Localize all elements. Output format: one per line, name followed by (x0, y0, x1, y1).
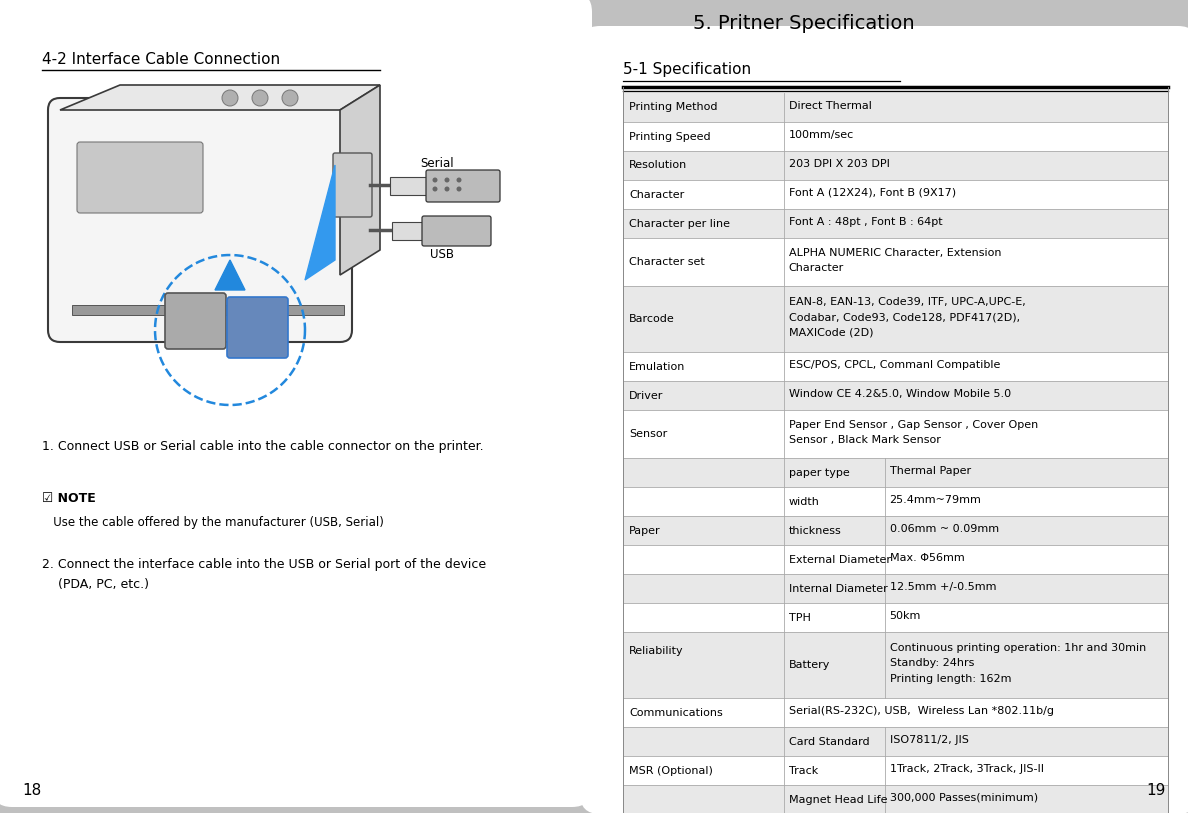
Text: EAN-8, EAN-13, Code39, ITF, UPC-A,UPC-E,: EAN-8, EAN-13, Code39, ITF, UPC-A,UPC-E, (789, 297, 1025, 307)
Text: Window CE 4.2&5.0, Window Mobile 5.0: Window CE 4.2&5.0, Window Mobile 5.0 (789, 389, 1011, 398)
Text: 300,000 Passes(minimum): 300,000 Passes(minimum) (890, 793, 1038, 802)
Text: Serial(RS-232C), USB,  Wireless Lan *802.11b/g: Serial(RS-232C), USB, Wireless Lan *802.… (789, 706, 1054, 715)
Text: 2. Connect the interface cable into the USB or Serial port of the device: 2. Connect the interface cable into the … (42, 558, 486, 571)
Text: Printing length: 162m: Printing length: 162m (890, 674, 1011, 684)
FancyBboxPatch shape (165, 293, 226, 349)
Text: Battery: Battery (789, 660, 830, 670)
Text: ALPHA NUMERIC Character, Extension: ALPHA NUMERIC Character, Extension (789, 247, 1001, 258)
Bar (390, 177, 428, 195)
Bar (623, 93, 1168, 122)
Circle shape (432, 177, 437, 182)
Bar (623, 381, 1168, 410)
Text: Codabar, Code93, Code128, PDF417(2D),: Codabar, Code93, Code128, PDF417(2D), (789, 312, 1020, 322)
Text: Magnet Head Life: Magnet Head Life (789, 794, 887, 805)
Text: Paper: Paper (628, 525, 661, 536)
Bar (72, 305, 345, 315)
Text: Emulation: Emulation (628, 362, 685, 372)
Text: Use the cable offered by the manufacturer (USB, Serial): Use the cable offered by the manufacture… (42, 516, 384, 529)
Bar (623, 727, 1168, 756)
Text: 1. Connect USB or Serial cable into the cable connector on the printer.: 1. Connect USB or Serial cable into the … (42, 440, 484, 453)
Text: Serial: Serial (421, 157, 454, 170)
Text: paper type: paper type (789, 467, 849, 477)
FancyBboxPatch shape (48, 98, 352, 342)
Text: Barcode: Barcode (628, 314, 675, 324)
Text: Font A : 48pt , Font B : 64pt: Font A : 48pt , Font B : 64pt (789, 217, 942, 227)
Text: 12.5mm +/-0.5mm: 12.5mm +/-0.5mm (890, 582, 996, 592)
Text: MSR (Optional): MSR (Optional) (628, 766, 713, 776)
FancyBboxPatch shape (227, 297, 287, 358)
Circle shape (222, 90, 238, 106)
Text: Printing Method: Printing Method (628, 102, 718, 112)
Text: Printing Speed: Printing Speed (628, 132, 710, 141)
Text: Card Standard: Card Standard (789, 737, 870, 746)
Text: 4-2 Interface Cable Connection: 4-2 Interface Cable Connection (42, 52, 280, 67)
Circle shape (444, 177, 449, 182)
Bar (392, 222, 424, 240)
Text: 5. Pritner Specification: 5. Pritner Specification (693, 14, 915, 33)
Text: Character per line: Character per line (628, 219, 729, 228)
Text: 203 DPI X 203 DPI: 203 DPI X 203 DPI (789, 159, 890, 169)
Circle shape (252, 90, 268, 106)
Circle shape (456, 186, 461, 192)
Text: Font A (12X24), Font B (9X17): Font A (12X24), Font B (9X17) (789, 188, 956, 198)
Text: ISO7811/2, JIS: ISO7811/2, JIS (890, 735, 968, 745)
Text: Max. Φ56mm: Max. Φ56mm (890, 553, 965, 563)
Bar (623, 785, 1168, 813)
Text: 1Track, 2Track, 3Track, JIS-II: 1Track, 2Track, 3Track, JIS-II (890, 763, 1043, 774)
Text: thickness: thickness (789, 525, 841, 536)
Text: Sensor: Sensor (628, 429, 668, 439)
Text: 25.4mm~79mm: 25.4mm~79mm (890, 495, 981, 505)
Text: 19: 19 (1146, 783, 1165, 798)
Text: Character set: Character set (628, 257, 704, 267)
Text: Driver: Driver (628, 390, 663, 401)
Text: Continuous printing operation: 1hr and 30min: Continuous printing operation: 1hr and 3… (890, 643, 1146, 653)
Bar (623, 286, 1168, 352)
Text: Reliability: Reliability (628, 646, 683, 655)
Text: Character: Character (789, 263, 843, 273)
Text: External Diameter: External Diameter (789, 554, 891, 564)
Polygon shape (305, 165, 335, 280)
Text: Paper End Sensor , Gap Sensor , Cover Open: Paper End Sensor , Gap Sensor , Cover Op… (789, 420, 1038, 429)
Text: Internal Diameter: Internal Diameter (789, 584, 887, 593)
Text: 0.06mm ~ 0.09mm: 0.06mm ~ 0.09mm (890, 524, 999, 534)
Circle shape (456, 177, 461, 182)
Text: 18: 18 (23, 783, 42, 798)
Circle shape (432, 186, 437, 192)
Bar (623, 458, 1168, 487)
Text: MAXICode (2D): MAXICode (2D) (789, 328, 873, 337)
FancyBboxPatch shape (580, 26, 1188, 813)
Text: Thermal Paper: Thermal Paper (890, 466, 971, 476)
Polygon shape (340, 85, 380, 275)
Bar (623, 209, 1168, 238)
Text: (PDA, PC, etc.): (PDA, PC, etc.) (42, 578, 148, 591)
Bar (623, 574, 1168, 603)
Text: ☑ NOTE: ☑ NOTE (42, 492, 96, 505)
FancyBboxPatch shape (426, 170, 500, 202)
Bar (623, 632, 1168, 698)
FancyBboxPatch shape (0, 0, 592, 807)
Text: Resolution: Resolution (628, 160, 687, 171)
Bar (623, 516, 1168, 545)
Polygon shape (215, 260, 245, 290)
Circle shape (282, 90, 298, 106)
Text: Character: Character (628, 189, 684, 199)
FancyBboxPatch shape (333, 153, 372, 217)
Text: 50km: 50km (890, 611, 921, 621)
FancyBboxPatch shape (77, 142, 203, 213)
Polygon shape (61, 85, 380, 110)
Text: width: width (789, 497, 820, 506)
Bar (623, 151, 1168, 180)
Text: USB: USB (430, 248, 454, 261)
Text: Sensor , Black Mark Sensor: Sensor , Black Mark Sensor (789, 435, 941, 445)
FancyBboxPatch shape (422, 216, 491, 246)
Circle shape (444, 186, 449, 192)
Text: 100mm/sec: 100mm/sec (789, 130, 854, 140)
Text: 5-1 Specification: 5-1 Specification (623, 62, 751, 77)
Text: Track: Track (789, 766, 819, 776)
Text: TPH: TPH (789, 612, 810, 623)
Text: Standby: 24hrs: Standby: 24hrs (890, 659, 974, 668)
Text: ESC/POS, CPCL, Commanl Compatible: ESC/POS, CPCL, Commanl Compatible (789, 359, 1000, 370)
Text: Direct Thermal: Direct Thermal (789, 101, 872, 111)
Text: Communications: Communications (628, 707, 722, 718)
